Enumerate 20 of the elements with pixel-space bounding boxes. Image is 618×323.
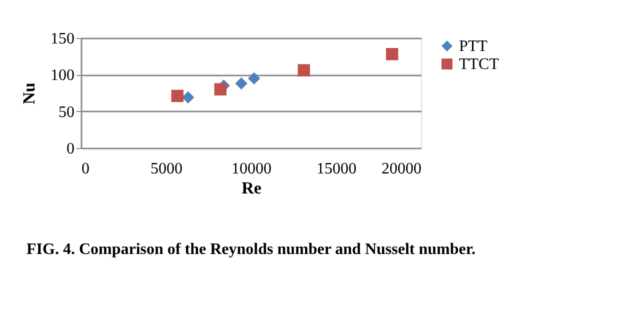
point (171, 90, 184, 102)
x-tick-label: 10000 (232, 160, 272, 178)
x-tick-label: 15000 (316, 160, 356, 178)
y-axis-title: Nu (20, 82, 38, 104)
caption: FIG. 4. Comparison of the Reynolds number and Nusselt number. (26, 241, 476, 258)
legend-label: TTCT (459, 56, 500, 73)
point (248, 72, 260, 84)
y-tick-label: 150 (50, 30, 74, 48)
point (214, 83, 227, 96)
point (386, 48, 398, 60)
x-tick-label: 5000 (150, 160, 182, 178)
x-tick-label: 0 (82, 160, 90, 178)
x-tick-label: 20000 (382, 160, 422, 178)
point (235, 77, 248, 90)
y-tick-label: 0 (66, 140, 74, 158)
legend-label: PTT (459, 38, 488, 55)
x-axis-title: Re (242, 178, 262, 198)
y-tick-label: 50 (58, 104, 74, 121)
y-tick-label: 100 (50, 67, 74, 84)
point (298, 64, 310, 76)
